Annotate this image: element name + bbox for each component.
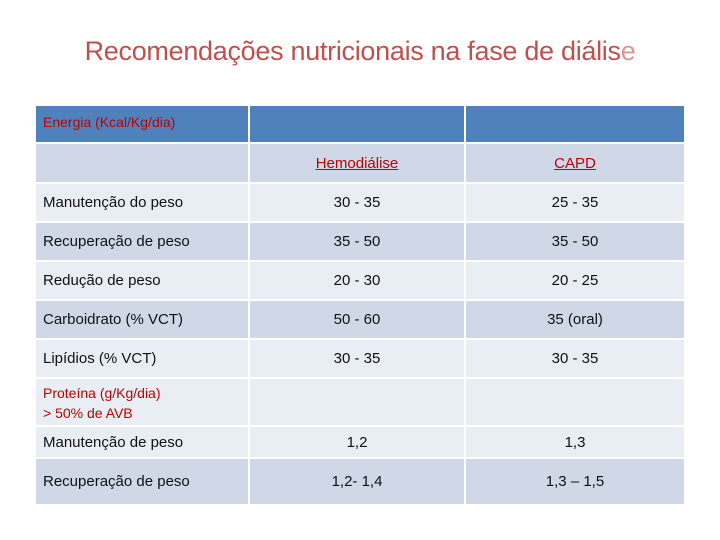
slide-title: Recomendações nutricionais na fase de di… — [0, 36, 720, 67]
hemodialise-label: Hemodiálise — [315, 154, 399, 172]
capd-label: CAPD — [554, 154, 596, 172]
protein-avb-label: > 50% de AVB — [43, 405, 133, 421]
capd-value: 35 - 50 — [466, 223, 684, 262]
capd-value: 30 - 35 — [466, 340, 684, 379]
table-header-row: Energia (Kcal/Kg/dia) — [36, 106, 684, 144]
table-row: Recuperação de peso 1,2- 1,4 1,3 – 1,5 — [36, 459, 684, 506]
header-empty-cell — [466, 106, 684, 144]
protein-label: Proteína (g/Kg/dia) — [43, 385, 161, 401]
empty-cell — [36, 144, 250, 184]
table-row: Carboidrato (% VCT) 50 - 60 35 (oral) — [36, 301, 684, 340]
hemo-value: 20 - 30 — [250, 262, 466, 301]
slide-title-text: Recomendações nutricionais na fase de di… — [84, 36, 621, 66]
slide-title-last-letter: e — [620, 36, 636, 66]
table-row: Manutenção do peso 30 - 35 25 - 35 — [36, 184, 684, 223]
nutrition-table: Energia (Kcal/Kg/dia) Hemodiálise CAPD M… — [36, 106, 684, 506]
capd-value: 20 - 25 — [466, 262, 684, 301]
protein-label-cell: Proteína (g/Kg/dia) > 50% de AVB — [36, 379, 250, 427]
row-label: Lipídios (% VCT) — [36, 340, 250, 379]
row-label: Carboidrato (% VCT) — [36, 301, 250, 340]
energy-header-label: Energia (Kcal/Kg/dia) — [36, 106, 250, 144]
hemo-value: 1,2- 1,4 — [250, 459, 466, 506]
row-label: Manutenção do peso — [36, 184, 250, 223]
capd-value: 1,3 – 1,5 — [466, 459, 684, 506]
row-label: Manutenção de peso — [36, 427, 250, 459]
hemo-value: 50 - 60 — [250, 301, 466, 340]
table-row: Manutenção de peso 1,2 1,3 — [36, 427, 684, 459]
hemo-value: 30 - 35 — [250, 184, 466, 223]
hemo-value: 1,2 — [250, 427, 466, 459]
capd-value: 35 (oral) — [466, 301, 684, 340]
row-label: Recuperação de peso — [36, 459, 250, 506]
table-row: Recuperação de peso 35 - 50 35 - 50 — [36, 223, 684, 262]
hemo-value: 35 - 50 — [250, 223, 466, 262]
table-row: Lipídios (% VCT) 30 - 35 30 - 35 — [36, 340, 684, 379]
hemo-value: 30 - 35 — [250, 340, 466, 379]
empty-cell — [466, 379, 684, 427]
capd-column-header: CAPD — [466, 144, 684, 184]
capd-value: 1,3 — [466, 427, 684, 459]
row-label: Redução de peso — [36, 262, 250, 301]
hemodialise-column-header: Hemodiálise — [250, 144, 466, 184]
column-header-row: Hemodiálise CAPD — [36, 144, 684, 184]
row-label: Recuperação de peso — [36, 223, 250, 262]
empty-cell — [250, 379, 466, 427]
table-row: Redução de peso 20 - 30 20 - 25 — [36, 262, 684, 301]
header-empty-cell — [250, 106, 466, 144]
capd-value: 25 - 35 — [466, 184, 684, 223]
protein-header-row: Proteína (g/Kg/dia) > 50% de AVB — [36, 379, 684, 427]
